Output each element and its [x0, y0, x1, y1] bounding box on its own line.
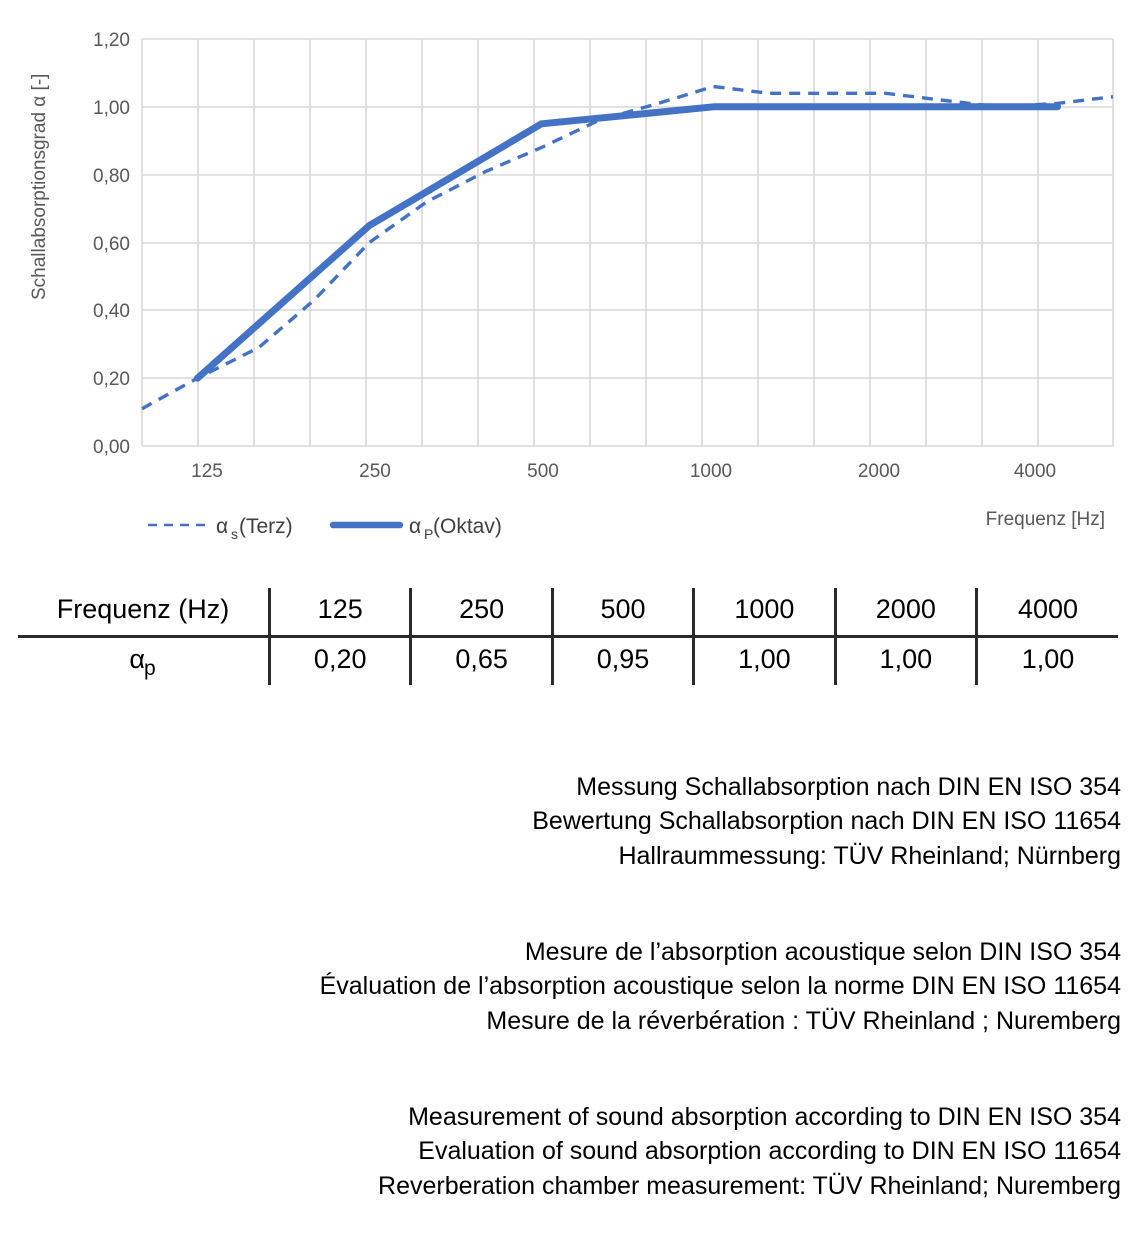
legend-label-terz-base: α	[216, 515, 228, 538]
absorption-data-table: Frequenz (Hz) 125 250 500 1000 2000 4000…	[18, 588, 1118, 685]
y-tick-4: 0,60	[93, 234, 130, 255]
chart-legend: α s (Terz) α P (Oktav)	[148, 515, 502, 542]
y-tick-labels: 1,20 1,00 0,80 0,60 0,40 0,20 0,00	[93, 30, 130, 458]
x-tick-125: 125	[191, 461, 223, 482]
table-cell-alpha-2000: 1,00	[835, 636, 979, 685]
legend-label-terz-suffix: (Terz)	[239, 515, 293, 538]
x-tick-4000: 4000	[1014, 461, 1056, 482]
series-line-alpha-p-oktav	[193, 103, 1062, 382]
table-cell-alpha-1000: 1,00	[693, 636, 837, 685]
vertical-gridlines	[141, 39, 1114, 446]
note-de-line-3: Hallraummessung: TÜV Rheinland; Nürnberg	[618, 841, 1121, 870]
table-header-freq-2000: 2000	[835, 588, 979, 638]
table-header-freq-4000: 4000	[976, 588, 1118, 638]
note-block-french: Mesure de l’absorption acoustique selon …	[320, 935, 1121, 1038]
x-axis-title: Frequenz [Hz]	[986, 509, 1105, 530]
y-tick-5: 0,40	[93, 301, 130, 322]
legend-label-oktav-sub: P	[424, 526, 433, 542]
legend-label-oktav-base: α	[409, 515, 421, 538]
table-row: αp 0,20 0,65 0,95 1,00 1,00 1,00	[18, 636, 1118, 685]
x-tick-labels: 125 250 500 1000 2000 4000	[191, 461, 1056, 482]
table-row-label-alpha-p: αp	[18, 636, 271, 685]
table-cell-alpha-500: 0,95	[552, 636, 696, 685]
table-cell-alpha-4000: 1,00	[1021, 644, 1075, 674]
alpha-subscript: p	[143, 657, 156, 680]
x-tick-250: 250	[359, 461, 391, 482]
table-header-freq-1000: 1000	[693, 588, 837, 638]
y-tick-7: 0,00	[93, 437, 130, 458]
table-cell-alpha-125: 0,20	[269, 636, 413, 685]
chart-canvas: 1,20 1,00 0,80 0,60 0,40 0,20 0,00 125 2…	[29, 30, 1114, 542]
table-header-freq-500: 500	[552, 588, 696, 638]
legend-label-terz-sub: s	[231, 526, 238, 542]
note-fr-line-3: Mesure de la réverbération : TÜV Rheinla…	[486, 1006, 1121, 1035]
table-header-freq-125: 125	[269, 588, 413, 638]
table-row: Frequenz (Hz) 125 250 500 1000 2000 4000	[18, 588, 1118, 638]
absorption-chart: 1,20 1,00 0,80 0,60 0,40 0,20 0,00 125 2…	[0, 0, 1135, 560]
note-block-english: Measurement of sound absorption accordin…	[378, 1100, 1121, 1203]
note-fr-line-1: Mesure de l’absorption acoustique selon …	[524, 938, 1121, 966]
y-axis-title: Schallabsorptionsgrad α [-]	[29, 74, 50, 300]
table-cell-alpha-250: 0,65	[410, 636, 554, 685]
x-tick-2000: 2000	[858, 461, 900, 482]
note-en-line-2: Evaluation of sound absorption according…	[418, 1137, 1121, 1166]
table-header-label: Frequenz (Hz)	[18, 588, 271, 638]
note-de-line-2: Bewertung Schallabsorption nach DIN EN I…	[532, 807, 1121, 836]
note-en-line-1: Measurement of sound absorption accordin…	[408, 1103, 1121, 1131]
note-fr-line-2: Évaluation de l’absorption acoustique se…	[319, 972, 1121, 1001]
note-en-line-3: Reverberation chamber measurement: TÜV R…	[378, 1171, 1121, 1200]
note-de-line-1: Messung Schallabsorption nach DIN EN ISO…	[576, 773, 1121, 801]
note-block-german: Messung Schallabsorption nach DIN EN ISO…	[532, 770, 1121, 873]
alpha-symbol: α	[129, 644, 145, 674]
table-header-freq-250: 250	[410, 588, 554, 638]
y-tick-6: 0,20	[93, 369, 130, 390]
y-tick-3: 0,80	[93, 166, 130, 187]
x-tick-500: 500	[527, 461, 559, 482]
legend-label-oktav-suffix: (Oktav)	[433, 515, 502, 538]
y-tick-1: 1,20	[93, 30, 130, 51]
x-tick-1000: 1000	[690, 461, 732, 482]
y-tick-2: 1,00	[93, 98, 130, 119]
horizontal-gridlines	[142, 38, 1113, 447]
